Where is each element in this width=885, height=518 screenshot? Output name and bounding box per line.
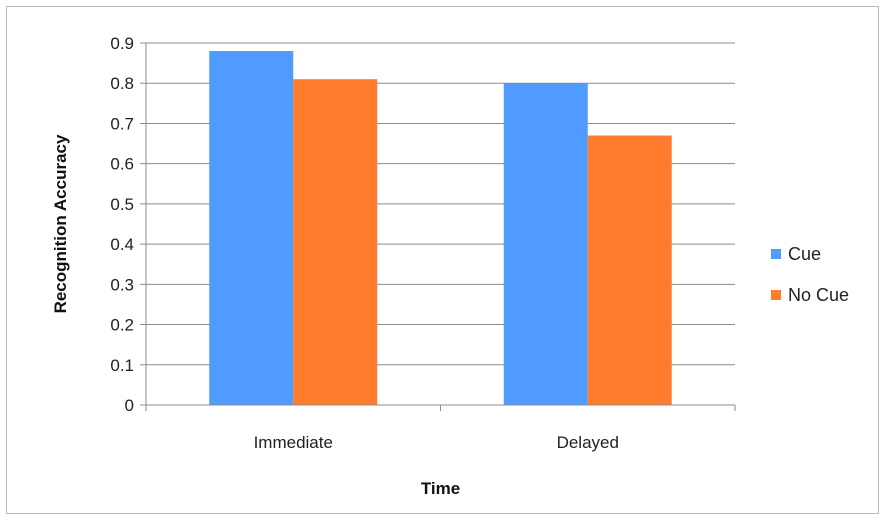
x-axis-title: Time: [421, 479, 460, 498]
y-tick-label: 0.5: [110, 195, 134, 214]
y-tick-label: 0.2: [110, 316, 134, 335]
y-tick-label: 0.7: [110, 114, 134, 133]
legend-label: Cue: [788, 244, 821, 264]
x-tick-label: Delayed: [557, 433, 619, 452]
legend-swatch: [771, 249, 781, 259]
bar-cue-immediate: [209, 51, 294, 406]
y-tick-label: 0.1: [110, 356, 134, 375]
y-axis-ticks: 0 0.1 0.2 0.3 0.4 0.5 0.6 0.7 0.8 0.9: [110, 34, 146, 415]
bar-cue-delayed: [503, 83, 588, 405]
bar-no-cue-delayed: [587, 135, 672, 405]
chart-frame: [6, 6, 879, 514]
legend-label: No Cue: [788, 285, 849, 305]
legend-swatch: [771, 290, 781, 300]
y-tick-label: 0.9: [110, 34, 134, 53]
legend: Cue No Cue: [771, 244, 849, 305]
bars: [209, 51, 672, 406]
y-tick-label: 0.3: [110, 275, 134, 294]
y-axis-title: Recognition Accuracy: [51, 134, 70, 313]
y-tick-label: 0: [125, 396, 134, 415]
bar-no-cue-immediate: [293, 79, 378, 405]
y-tick-label: 0.8: [110, 74, 134, 93]
x-axis-ticks: Immediate Delayed: [145, 405, 736, 452]
y-tick-label: 0.4: [110, 235, 134, 254]
y-tick-label: 0.6: [110, 155, 134, 174]
x-tick-label: Immediate: [254, 433, 333, 452]
